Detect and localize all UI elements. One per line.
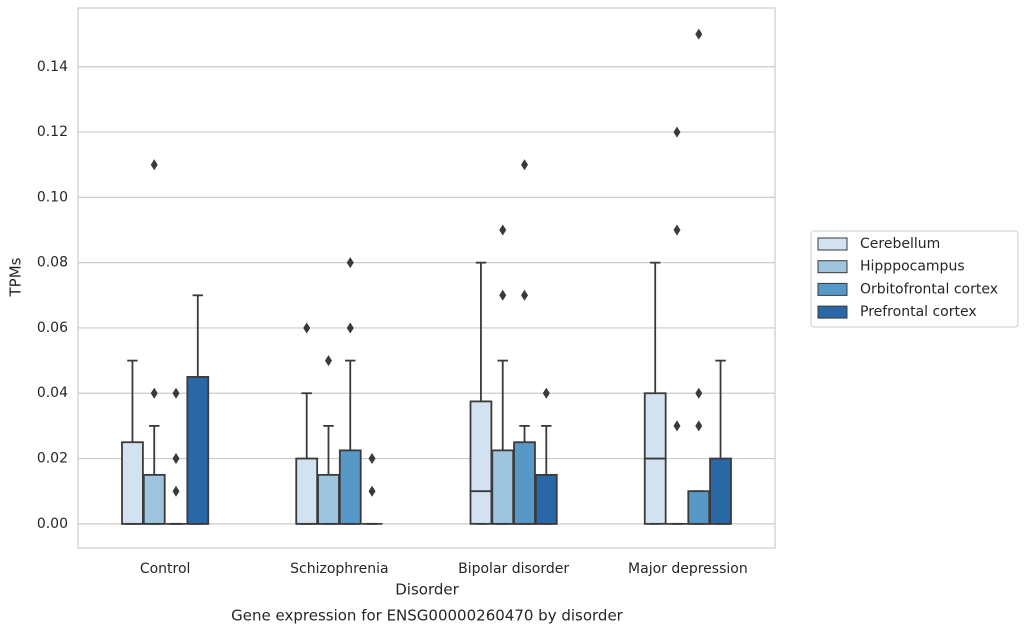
outlier — [346, 257, 354, 269]
y-axis-label: TPMs — [7, 257, 25, 297]
plot-area — [77, 7, 776, 549]
legend-label: Hipppocampus — [860, 259, 965, 275]
y-tick-label: 0.00 — [37, 516, 68, 532]
box — [121, 441, 144, 525]
y-tick-label: 0.10 — [37, 189, 68, 205]
outlier — [695, 28, 703, 40]
outlier — [346, 322, 354, 334]
x-tick-label: Control — [140, 561, 191, 577]
box — [317, 473, 340, 525]
legend-swatch — [817, 305, 848, 319]
y-tick-label: 0.04 — [37, 385, 68, 401]
outlier — [368, 485, 376, 497]
outlier — [172, 485, 180, 497]
outlier — [673, 224, 681, 236]
x-tick-label: Bipolar disorder — [458, 561, 569, 577]
outlier — [368, 453, 376, 465]
x-axis-label: Disorder — [395, 581, 459, 599]
outlier — [499, 224, 507, 236]
legend-label: Orbitofrontal cortex — [860, 281, 998, 297]
y-tick-label: 0.12 — [37, 124, 68, 140]
outlier — [150, 387, 158, 399]
legend-label: Prefrontal cortex — [860, 304, 977, 320]
chart-title: Gene expression for ENSG00000260470 by d… — [231, 607, 624, 625]
outlier — [673, 126, 681, 138]
box — [687, 490, 711, 525]
box — [186, 376, 210, 525]
box — [513, 441, 536, 525]
box — [338, 449, 362, 525]
outlier — [303, 322, 311, 334]
legend — [810, 230, 1019, 328]
y-tick-label: 0.06 — [37, 320, 68, 336]
outlier — [673, 420, 681, 432]
y-tick-label: 0.08 — [37, 255, 68, 271]
outlier — [150, 159, 158, 171]
outlier — [324, 355, 332, 367]
legend-swatch — [817, 237, 848, 251]
box — [709, 457, 732, 525]
box — [142, 473, 166, 525]
y-tick-label: 0.14 — [37, 59, 68, 75]
y-tick-label: 0.02 — [37, 451, 68, 467]
legend-label: Cerebellum — [860, 236, 940, 252]
legend-swatch — [817, 282, 848, 296]
outlier — [521, 289, 529, 301]
outlier — [695, 420, 703, 432]
outlier — [499, 289, 507, 301]
outlier — [695, 387, 703, 399]
outlier — [172, 387, 180, 399]
box — [469, 400, 493, 525]
x-tick-label: Schizophrenia — [290, 561, 388, 577]
box — [491, 449, 515, 525]
x-tick-label: Major depression — [628, 561, 748, 577]
outlier — [521, 159, 529, 171]
legend-swatch — [817, 260, 848, 274]
box — [534, 473, 558, 525]
box — [295, 457, 319, 525]
outlier — [172, 453, 180, 465]
outlier — [542, 387, 550, 399]
